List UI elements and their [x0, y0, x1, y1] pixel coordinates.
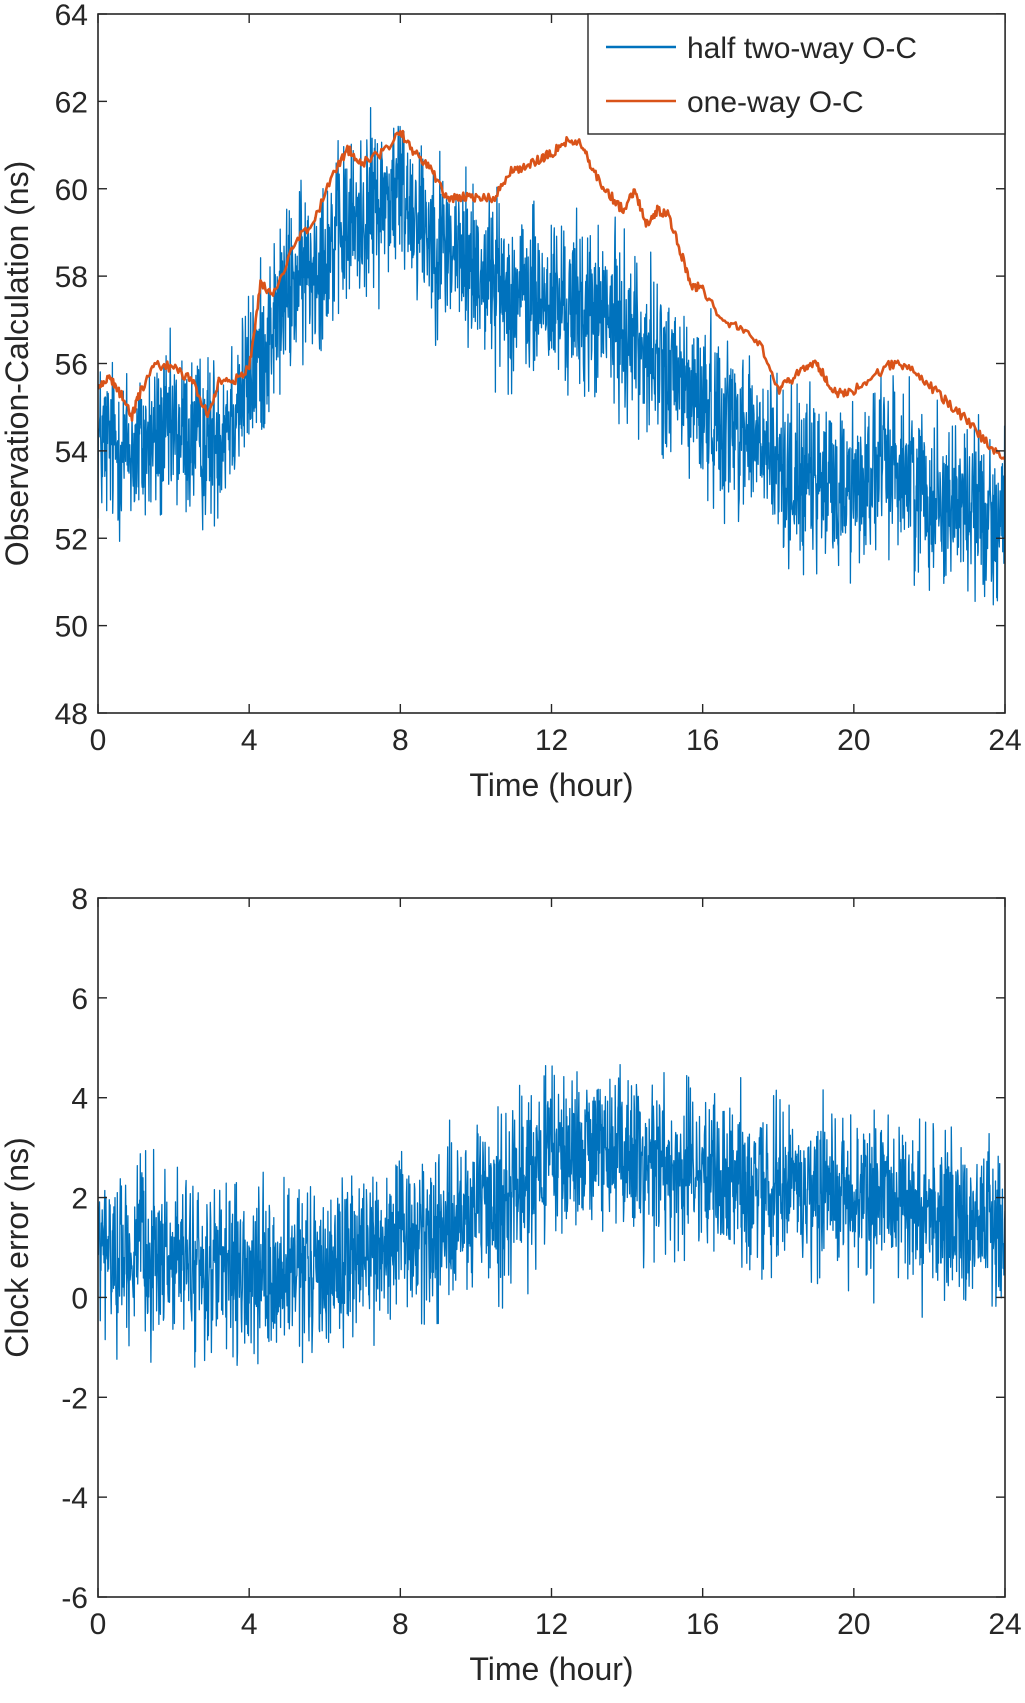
x-axis-label: Time (hour)	[469, 767, 633, 803]
y-axis-label: Observation-Calculation (ns)	[0, 161, 35, 567]
y-tick-label: 62	[55, 86, 88, 119]
y-tick-label: 48	[55, 698, 88, 731]
legend-entry-0: half two-way O-C	[687, 32, 917, 65]
y-tick-label: -2	[61, 1382, 88, 1415]
series-line-clock-error	[98, 1063, 1005, 1368]
y-tick-label: 56	[55, 349, 88, 382]
x-tick-label: 20	[837, 724, 870, 757]
legend: half two-way O-C one-way O-C	[587, 13, 1006, 135]
y-tick-label: 50	[55, 611, 88, 644]
y-tick-label: 6	[71, 983, 88, 1016]
x-tick-label: 16	[686, 724, 719, 757]
y-tick-label: 8	[71, 883, 88, 916]
x-tick-label: 0	[90, 724, 107, 757]
y-tick-label: 2	[71, 1183, 88, 1216]
y-tick-label: 4	[71, 1083, 88, 1116]
x-tick-label: 4	[241, 724, 258, 757]
series-group	[98, 107, 1005, 606]
x-tick-label: 24	[988, 724, 1021, 757]
x-axis-label: Time (hour)	[469, 1651, 633, 1687]
legend-box	[587, 13, 1006, 135]
y-tick-label: -4	[61, 1482, 88, 1515]
y-tick-label: 54	[55, 436, 88, 469]
y-tick-label: 60	[55, 174, 88, 207]
y-axis-label: Clock error (ns)	[0, 1137, 35, 1357]
series-line-half-two-way-o-c	[98, 107, 1005, 606]
y-tick-label: 52	[55, 523, 88, 556]
x-tick-label: 20	[837, 1608, 870, 1641]
y-tick-label: 64	[55, 0, 88, 32]
y-tick-label: -6	[61, 1582, 88, 1615]
x-tick-label: 16	[686, 1608, 719, 1641]
x-tick-label: 12	[535, 724, 568, 757]
x-tick-label: 8	[392, 724, 409, 757]
x-tick-label: 8	[392, 1608, 409, 1641]
series-group	[98, 1063, 1005, 1368]
series-line-one-way-o-c	[98, 129, 1005, 461]
x-tick-label: 12	[535, 1608, 568, 1641]
x-tick-label: 4	[241, 1608, 258, 1641]
x-tick-label: 0	[90, 1608, 107, 1641]
y-tick-label: 58	[55, 261, 88, 294]
legend-entry-1: one-way O-C	[687, 86, 864, 119]
y-tick-label: 0	[71, 1282, 88, 1315]
x-tick-label: 24	[988, 1608, 1021, 1641]
